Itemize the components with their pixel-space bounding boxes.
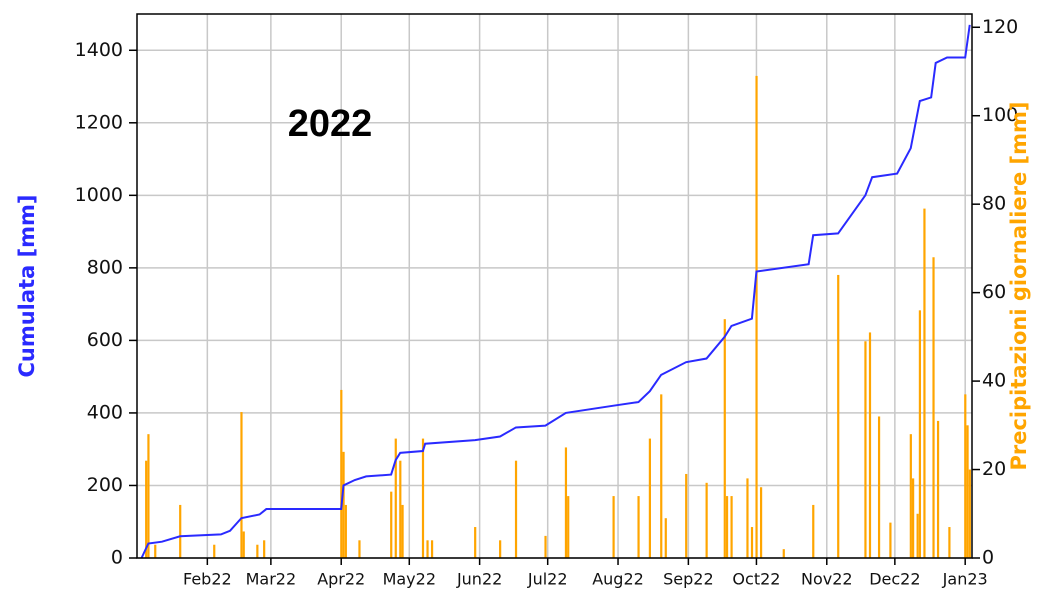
bar xyxy=(430,540,434,558)
x-tick-label: Oct22 xyxy=(732,570,780,589)
bar xyxy=(648,438,651,558)
bar xyxy=(263,540,266,558)
x-tick-label: Mar22 xyxy=(246,570,297,589)
y-tick-label: 1000 xyxy=(75,184,123,206)
bar xyxy=(705,482,708,558)
y-tick-label: 600 xyxy=(87,329,123,351)
bar xyxy=(179,504,182,558)
bar xyxy=(968,469,971,558)
bar xyxy=(755,75,758,558)
bar xyxy=(358,540,361,558)
x-tick-label: Nov22 xyxy=(801,570,853,589)
x-tick-label: Jul22 xyxy=(527,570,568,589)
x-tick-label: Aug22 xyxy=(592,570,644,589)
bar xyxy=(909,434,912,558)
bar xyxy=(837,274,840,558)
bar xyxy=(877,416,881,558)
y2-tick-label: 0 xyxy=(982,547,994,569)
bar xyxy=(685,473,688,558)
bar xyxy=(966,425,969,558)
y2-tick-label: 40 xyxy=(982,370,1006,392)
bar xyxy=(912,478,915,558)
bar xyxy=(240,412,243,558)
bar xyxy=(730,496,733,558)
bar xyxy=(782,549,785,558)
bar xyxy=(889,522,892,558)
bar xyxy=(936,420,940,558)
grid xyxy=(137,14,972,559)
bar xyxy=(660,394,663,558)
bar xyxy=(154,544,157,558)
bar xyxy=(750,527,754,558)
bar xyxy=(213,544,216,558)
bar xyxy=(812,504,815,558)
x-tick-label: Jan23 xyxy=(942,570,988,589)
bar xyxy=(725,496,729,558)
y-axis-label: Cumulata [mm] xyxy=(15,194,39,377)
y-tick-label: 400 xyxy=(87,401,123,423)
bar xyxy=(612,496,615,558)
bar xyxy=(864,341,867,558)
axes: 0 200 400 600 800 1000 1200 1400 0 20 40 60 80 100 120… xyxy=(75,16,1019,589)
y-tick-label: 1200 xyxy=(75,111,123,133)
x-tick-label: May22 xyxy=(383,570,436,589)
bar xyxy=(948,527,951,558)
bar xyxy=(426,540,429,558)
bar xyxy=(242,531,245,558)
bar xyxy=(964,394,967,558)
x-tick-label: Jun22 xyxy=(456,570,502,589)
bar xyxy=(916,513,919,558)
bar xyxy=(637,496,640,558)
bar xyxy=(868,332,872,558)
bar xyxy=(342,451,345,558)
y2-axis-label: Precipitazioni giornaliere [mm] xyxy=(1007,101,1031,470)
bar xyxy=(664,518,667,558)
bar xyxy=(399,460,402,558)
bar xyxy=(564,447,568,558)
bar xyxy=(145,460,148,558)
y-tick-label: 1400 xyxy=(75,39,123,61)
bar xyxy=(147,434,150,558)
y-tick-label: 0 xyxy=(111,547,123,569)
bar xyxy=(401,504,404,558)
bar xyxy=(923,208,926,558)
y2-tick-label: 80 xyxy=(982,193,1006,215)
bar xyxy=(390,491,393,558)
bar xyxy=(759,487,763,558)
y-tick-label: 200 xyxy=(87,474,123,496)
y2-tick-label: 100 xyxy=(982,104,1018,126)
bar xyxy=(918,310,922,558)
plot-frame xyxy=(136,13,973,559)
y2-tick-label: 20 xyxy=(982,458,1006,480)
bar xyxy=(394,438,397,558)
x-tick-label: Dec22 xyxy=(869,570,920,589)
x-tick-label: Sep22 xyxy=(663,570,714,589)
bar xyxy=(474,527,477,558)
bar xyxy=(344,504,347,558)
annotation: 2022 xyxy=(288,103,373,145)
bar xyxy=(723,319,726,558)
x-tick-label: Feb22 xyxy=(183,570,232,589)
bar xyxy=(514,460,518,558)
bar xyxy=(340,389,343,558)
marks xyxy=(140,24,971,559)
bar xyxy=(421,438,425,558)
bar xyxy=(544,535,547,558)
line xyxy=(140,24,971,559)
bar xyxy=(746,478,749,558)
y2-tick-label: 120 xyxy=(982,16,1018,38)
bar xyxy=(499,540,502,558)
bar xyxy=(256,544,259,558)
x-tick-label: Apr22 xyxy=(317,570,365,589)
bar xyxy=(932,257,935,558)
y-tick-label: 800 xyxy=(87,256,123,278)
bar xyxy=(567,496,570,558)
y2-tick-label: 60 xyxy=(982,281,1006,303)
